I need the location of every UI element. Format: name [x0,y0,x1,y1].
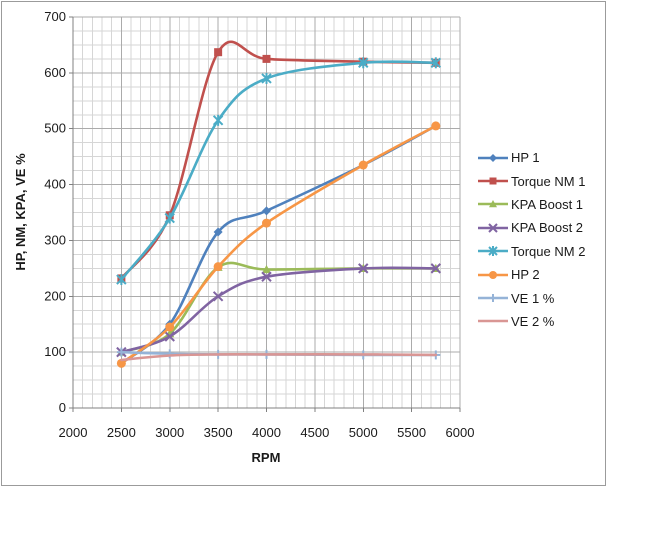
legend-label: KPA Boost 2 [511,220,584,236]
y-tick-label: 500 [44,121,66,136]
legend-label: Torque NM 1 [511,173,586,189]
torque-nm-2-legend-marker-icon [478,246,508,257]
legend: HP 1 Torque NM 1 KPA Boost 1 KPA Boost 2 Tor… [478,146,585,333]
y-tick-label: 0 [59,400,66,415]
x-tick-label: 3500 [204,425,233,440]
markers-hp-2 [116,121,441,368]
y-tick-label: 200 [44,288,66,303]
legend-item-torque-nm-1: Torque NM 1 [478,169,585,192]
legend-label: HP 1 [511,150,540,166]
x-axis-title: RPM [252,450,281,465]
markers-torque-nm-1 [117,48,440,283]
y-tick-label: 100 [44,344,66,359]
legend-item-torque-nm-2: Torque NM 2 [478,240,585,263]
x-tick-label: 4000 [252,425,281,440]
kpa-boost-2-legend-marker-icon [478,223,508,233]
legend-item-hp-1: HP 1 [478,146,585,169]
legend-item-ve-1: VE 1 % [478,286,585,309]
legend-item-hp-2: HP 2 [478,263,585,286]
x-tick-label: 2000 [59,425,88,440]
series-torque-nm-1 [117,40,440,283]
x-tick-label: 5000 [349,425,378,440]
legend-item-kpa-boost-2: KPA Boost 2 [478,216,585,239]
y-tick-label: 400 [44,177,66,192]
y-tick-labels: 0 100 200 300 400 500 600 700 [44,9,66,415]
x-tick-label: 5500 [397,425,426,440]
y-axis-title: HP, NM, KPA, VE % [13,153,28,271]
hp-2-legend-marker-icon [478,270,508,279]
legend-label: VE 1 % [511,290,555,306]
x-tick-labels: 2000 2500 3000 3500 4000 4500 5000 5500 6000 [59,425,475,440]
torque-nm-1-legend-marker-icon [478,177,508,185]
series-torque-nm-2 [116,57,442,286]
legend-label: Torque NM 2 [511,243,586,259]
legend-label: KPA Boost 1 [511,196,584,212]
kpa-boost-1-legend-marker-icon [478,200,508,208]
legend-item-kpa-boost-1: KPA Boost 1 [478,193,585,216]
x-tick-label: 6000 [446,425,475,440]
y-tick-label: 300 [44,232,66,247]
series-ve-2 [120,353,438,362]
hp-1-legend-marker-icon [478,153,508,162]
x-tick-label: 3000 [155,425,184,440]
x-tick-label: 4500 [300,425,329,440]
ve-1-legend-marker-icon [478,294,508,303]
series-hp-2 [116,121,441,368]
series-kpa-boost-2 [116,263,442,358]
y-tick-label: 700 [44,9,66,24]
series-lines [116,40,442,368]
markers-torque-nm-2 [116,57,442,286]
y-tick-label: 600 [44,65,66,80]
legend-label: VE 2 % [511,313,555,329]
legend-label: HP 2 [511,267,540,283]
ve-2-legend-marker-icon [478,320,508,323]
x-tick-label: 2500 [107,425,136,440]
legend-item-ve-2: VE 2 % [478,310,585,333]
axes [69,16,461,412]
